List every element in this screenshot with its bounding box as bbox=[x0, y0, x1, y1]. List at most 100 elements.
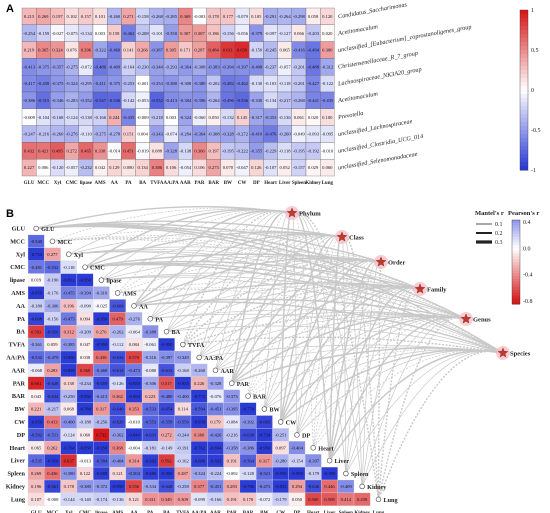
triangle-cell-value: 0.043 bbox=[31, 394, 42, 399]
diagonal-node bbox=[114, 290, 121, 296]
triangle-cell-value: -0.451 bbox=[210, 407, 223, 412]
cell-value-label: -0.208 bbox=[137, 31, 150, 36]
cell-value-label: -0.536 bbox=[108, 98, 121, 103]
colorbar-swatch bbox=[520, 134, 528, 139]
diagonal-variable-label: Spleen bbox=[351, 471, 369, 478]
cell-value-label: 0.060 bbox=[322, 165, 333, 170]
colorbar-swatch bbox=[520, 78, 528, 83]
triangle-cell-value: -0.479 bbox=[47, 355, 60, 360]
triangle-cell-value: -0.260 bbox=[193, 368, 206, 373]
colorbar-swatch bbox=[520, 14, 528, 19]
mantel-edge bbox=[312, 287, 421, 448]
colorbar-swatch bbox=[520, 26, 528, 31]
cell-value-label: -0.298 bbox=[293, 14, 306, 19]
triangle-cell-value: -0.844 bbox=[128, 432, 141, 437]
triangle-cell-value: -0.692 bbox=[210, 458, 223, 463]
diagonal-node bbox=[294, 432, 300, 438]
diagonal-variable-label: PA bbox=[155, 316, 163, 323]
triangle-cell-value: -0.179 bbox=[307, 471, 320, 476]
triangle-cell-value: -0.628 bbox=[47, 381, 60, 386]
triangle-cell-value: -0.558 bbox=[161, 420, 174, 425]
triangle-cell-value: -0.179 bbox=[275, 497, 288, 502]
colorbar-swatch bbox=[520, 66, 528, 71]
colorbar-swatch bbox=[520, 150, 528, 155]
diagonal-variable-label: Heart bbox=[318, 445, 334, 452]
triangle-cell-value: -0.950 bbox=[95, 445, 108, 450]
panel-a-letter: A bbox=[6, 3, 14, 15]
triangle-cell-value: -0.191 bbox=[177, 445, 190, 450]
cell-value-label: 0.369 bbox=[180, 14, 191, 19]
column-label: BW bbox=[224, 181, 232, 186]
row-variable-label: lipase bbox=[10, 277, 25, 284]
pearson-colorbar-swatch bbox=[512, 264, 520, 269]
diagonal-variable-label: GLU bbox=[41, 226, 55, 233]
colorbar-swatch bbox=[520, 90, 528, 95]
triangle-cell-value: -0.455 bbox=[63, 291, 76, 296]
row-variable-label: AAR bbox=[12, 367, 26, 374]
triangle-cell-value: 0.287 bbox=[178, 471, 189, 476]
taxon-label: Genus bbox=[473, 317, 491, 324]
cell-value-label: -0.427 bbox=[307, 81, 320, 86]
pearson-colorbar-swatch bbox=[512, 222, 520, 227]
cell-value-label: 0.197 bbox=[52, 14, 63, 19]
cell-value-label: 0.106 bbox=[166, 165, 177, 170]
triangle-cell-value: -0.950 bbox=[128, 394, 141, 399]
mantel-edge bbox=[361, 317, 467, 487]
cell-value-label: 0.003 bbox=[95, 31, 106, 36]
triangle-cell-value: 0.517 bbox=[161, 381, 172, 386]
cell-value-label: -0.308 bbox=[179, 81, 192, 86]
cell-value-label: -0.324 bbox=[179, 115, 192, 120]
triangle-cell-value: -0.362 bbox=[112, 432, 125, 437]
cell-value-label: 0.386 bbox=[152, 165, 163, 170]
column-label: TVFA bbox=[150, 181, 164, 186]
cell-value-label: -0.354 bbox=[151, 81, 164, 86]
cell-value-label: -0.009 bbox=[137, 115, 150, 120]
diagonal-variable-label: Xyl bbox=[74, 252, 84, 259]
triangle-cell-value: -0.349 bbox=[177, 355, 190, 360]
cell-value-label: -0.107 bbox=[265, 165, 278, 170]
triangle-cell-value: 0.362 bbox=[112, 394, 123, 399]
triangle-cell-value: 0.097 bbox=[275, 445, 286, 450]
cell-value-label: 0.050 bbox=[209, 115, 220, 120]
triangle-cell-value: -0.694 bbox=[210, 445, 223, 450]
colorbar-swatch bbox=[520, 130, 528, 135]
triangle-cell-value: -0.250 bbox=[63, 394, 76, 399]
column-variable-label: Lung bbox=[373, 511, 385, 513]
triangle-cell-value: -0.190 bbox=[47, 278, 60, 283]
diagonal-variable-label: BW bbox=[269, 407, 280, 414]
mantel-edge bbox=[150, 313, 504, 354]
row-variable-label: Liver bbox=[11, 458, 26, 465]
pearson-colorbar-swatch bbox=[512, 281, 520, 285]
row-variable-label: DP bbox=[17, 432, 25, 439]
triangle-cell-value: -0.833 bbox=[275, 484, 288, 489]
pearson-legend-title: Pearson's r bbox=[508, 210, 539, 217]
cell-value-label: -0.056 bbox=[236, 31, 249, 36]
cell-value-label: -0.103 bbox=[265, 81, 278, 86]
cell-value-label: -0.075 bbox=[66, 31, 79, 36]
cell-value-label: -0.268 bbox=[151, 14, 164, 19]
triangle-cell-value: -0.256 bbox=[95, 420, 108, 425]
diagonal-node bbox=[326, 457, 333, 464]
diagonal-node bbox=[98, 277, 105, 283]
triangle-cell-value: 0.178 bbox=[243, 497, 254, 502]
column-variable-label: Kidney bbox=[354, 511, 370, 513]
triangle-cell-value: -0.310 bbox=[95, 291, 108, 296]
cell-value-label: -0.384 bbox=[179, 98, 192, 103]
diagonal-node bbox=[245, 393, 251, 399]
cell-value-label: -0.441 bbox=[307, 98, 320, 103]
cell-value-label: -0.328 bbox=[165, 148, 178, 153]
triangle-cell-value: -0.950 bbox=[258, 445, 271, 450]
diagonal-node bbox=[277, 419, 284, 425]
triangle-cell-value: -0.613 bbox=[161, 368, 174, 373]
triangle-cell-value: 0.568 bbox=[80, 368, 91, 373]
triangle-cell-value: -0.634 bbox=[47, 394, 60, 399]
row-variable-label: BW bbox=[15, 406, 26, 413]
cell-value-label: -0.324 bbox=[66, 81, 79, 86]
triangle-cell-value: -0.397 bbox=[307, 458, 320, 463]
triangle-cell-value: 0.661 bbox=[31, 381, 42, 386]
cell-value-label: -0.285 bbox=[165, 14, 178, 19]
triangle-cell-value: -0.099 bbox=[193, 497, 206, 502]
cell-value-label: 0.495 bbox=[52, 148, 63, 153]
colorbar-swatch bbox=[520, 54, 528, 59]
triangle-cell-value: -0.950 bbox=[95, 316, 108, 321]
